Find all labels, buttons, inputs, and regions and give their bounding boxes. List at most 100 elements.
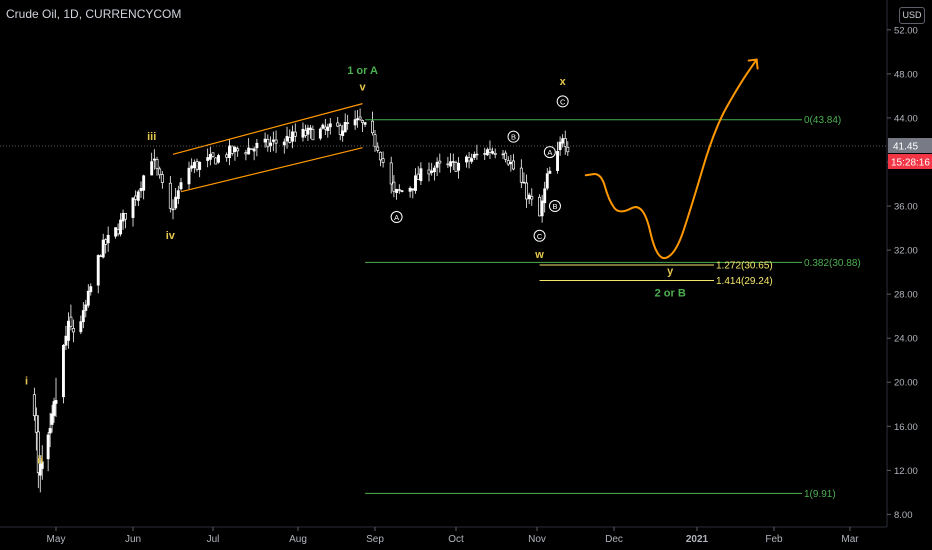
candle	[504, 150, 508, 163]
candle	[323, 118, 327, 136]
candle	[522, 172, 526, 184]
price-axis[interactable]: 52.0048.0044.0040.0036.0032.0028.0024.00…	[886, 0, 932, 527]
candle	[358, 108, 362, 122]
candle	[285, 126, 289, 149]
candle	[346, 114, 350, 130]
candle	[435, 157, 439, 176]
svg-text:15:28:16: 15:28:16	[891, 158, 930, 169]
candle	[408, 186, 412, 198]
candle	[321, 123, 325, 130]
candle	[136, 189, 140, 207]
candle	[274, 130, 278, 153]
candle	[106, 226, 110, 252]
candle	[101, 233, 105, 259]
candle	[543, 181, 547, 213]
wave-label: iv	[166, 230, 176, 242]
candle	[46, 431, 50, 472]
candle	[50, 404, 54, 433]
candle	[475, 144, 479, 160]
candle	[306, 124, 310, 142]
last-price-badge: 41.45	[888, 138, 932, 154]
x-tick-label: Dec	[605, 534, 623, 545]
fib-levels[interactable]: 0(43.84) 0.382(30.88) 1(9.91) 1.272(30.65) 1…	[365, 115, 861, 500]
fib-level[interactable]: 0.382(30.88)	[365, 258, 861, 269]
projection-path[interactable]	[584, 58, 759, 260]
candle	[311, 125, 315, 141]
candle	[397, 184, 401, 194]
candle	[34, 407, 38, 451]
circled-wave-label: A	[390, 211, 403, 224]
candle	[449, 153, 453, 173]
candle	[561, 134, 565, 148]
fib-level[interactable]: 1(9.91)	[365, 489, 836, 500]
candle	[558, 136, 562, 156]
candle	[373, 129, 377, 152]
circled-wave-label: B	[507, 130, 520, 143]
plot-area[interactable]: 0(43.84) 0.382(30.88) 1(9.91) 1.272(30.65) 1…	[0, 58, 887, 500]
circled-wave-label: B	[548, 200, 561, 213]
candle	[326, 123, 330, 138]
candle	[488, 140, 492, 160]
candle	[363, 121, 367, 127]
candle	[485, 147, 489, 157]
candle	[548, 166, 552, 174]
candle	[36, 415, 40, 489]
candle	[89, 283, 93, 296]
candle	[192, 159, 196, 174]
wave-label: iii	[147, 131, 156, 143]
fib-level[interactable]: 1.414(29.24)	[539, 276, 773, 287]
candle	[71, 319, 75, 343]
candle	[158, 166, 162, 179]
candle	[501, 149, 505, 159]
candle	[545, 168, 549, 191]
candle	[389, 156, 393, 194]
candle	[318, 127, 322, 141]
candle	[301, 122, 305, 142]
wave-label: 1 or A	[347, 65, 378, 77]
candle	[356, 110, 360, 128]
candle	[134, 190, 138, 207]
x-tick-label: 2021	[686, 534, 709, 545]
candle	[247, 138, 251, 155]
channel-line[interactable]	[180, 147, 363, 193]
candles-layer	[32, 108, 570, 493]
fib-level[interactable]: 0(43.84)	[365, 115, 841, 126]
candle	[99, 254, 103, 257]
candle	[465, 154, 468, 168]
candle	[291, 125, 294, 149]
candle	[338, 123, 342, 141]
candle	[114, 227, 118, 239]
projection-curve[interactable]	[584, 58, 758, 260]
x-tick-label: Oct	[448, 534, 464, 545]
candle	[556, 141, 559, 174]
candle	[116, 223, 120, 237]
circled-wave-label: A	[543, 146, 556, 159]
y-tick-label: 32.00	[894, 246, 918, 257]
candle	[540, 194, 544, 223]
candle	[304, 124, 307, 138]
fib-level-label: 1.272(30.65)	[716, 260, 773, 271]
wave-label: v	[360, 81, 367, 93]
candle	[282, 138, 286, 154]
candle	[152, 149, 156, 170]
candle	[519, 159, 523, 189]
time-axis[interactable]: May Jun Jul Aug Sep Oct Nov Dec 2021 Feb Mar	[0, 526, 887, 545]
candle	[493, 148, 497, 159]
candle	[395, 188, 399, 200]
candle	[343, 113, 347, 133]
candle	[427, 162, 431, 182]
candle	[454, 160, 458, 172]
svg-text:B: B	[552, 202, 557, 211]
candle	[104, 238, 108, 254]
currency-badge[interactable]: USD	[899, 7, 925, 24]
candle	[457, 157, 461, 179]
candle	[249, 148, 253, 150]
fib-level[interactable]: 1.272(30.65)	[539, 260, 773, 271]
candle	[174, 188, 178, 210]
candle	[208, 146, 212, 166]
fib-level-label: 0.382(30.88)	[804, 258, 861, 269]
candle	[52, 397, 56, 423]
candle	[392, 175, 396, 198]
candle	[84, 299, 88, 318]
